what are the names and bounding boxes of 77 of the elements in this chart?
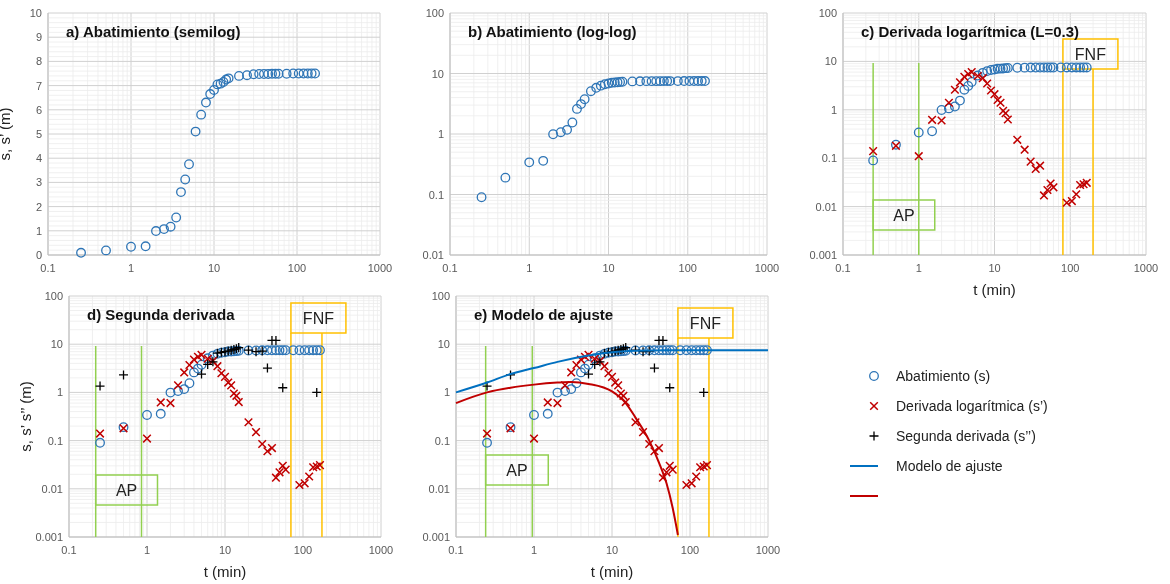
y-tick-label: 0.01 — [428, 482, 450, 495]
x-tick-label: 100 — [1061, 262, 1080, 274]
y-tick-label: 0.1 — [821, 152, 837, 165]
x-tick-label: 10 — [218, 544, 232, 556]
x-axis-title: t (min) — [590, 563, 634, 580]
x-tick-label: 1 — [127, 262, 135, 274]
ref-line-label: FNF — [302, 310, 335, 327]
x-tick-label: 1000 — [755, 544, 781, 556]
x-tick-label: 100 — [680, 544, 700, 556]
y-tick-label: 2 — [35, 200, 42, 213]
x-tick-label: 1000 — [368, 544, 394, 556]
x-tick-label: 10 — [207, 262, 221, 274]
x-tick-label: 100 — [678, 262, 697, 274]
x-tick-label: 1 — [915, 262, 922, 274]
y-tick-label: 1 — [35, 224, 42, 237]
y-tick-label: 0.1 — [47, 434, 63, 447]
y-tick-label: 0.1 — [428, 188, 444, 201]
y-tick-label: 0.001 — [422, 531, 450, 543]
text: c) Derivada logarítmica (L=0.3) — [861, 23, 1079, 40]
y-tick-label: 1 — [56, 386, 63, 399]
y-tick-label: 0.1 — [434, 434, 450, 447]
y-tick-label: 3 — [35, 176, 42, 189]
y-tick-label: 6 — [35, 103, 42, 116]
y-tick-label: 0.001 — [35, 531, 63, 543]
x-tick-label: 1 — [526, 262, 533, 274]
y-tick-label: 5 — [35, 128, 42, 140]
x-tick-label: 100 — [293, 544, 313, 556]
ref-line-label: AP — [115, 482, 138, 499]
y-tick-label: 8 — [35, 55, 42, 68]
x-tick-label: 10 — [605, 544, 619, 556]
y-tick-label: 9 — [35, 31, 42, 44]
y-tick-label: 10 — [824, 55, 837, 68]
y-tick-label: 1 — [830, 103, 837, 116]
text: a) Abatimiento (semilog) — [66, 23, 241, 40]
y-tick-label: 1 — [443, 386, 450, 399]
x-tick-label: 1000 — [1133, 262, 1159, 274]
x-tick-label: 1 — [530, 544, 538, 556]
y-tick-label: 0.01 — [815, 200, 837, 213]
legend-label: Modelo de ajuste — [896, 458, 1003, 474]
ref-line-label: FNF — [1074, 46, 1107, 63]
x-tick-label: 0.1 — [61, 544, 77, 556]
y-tick-label: 100 — [425, 7, 444, 19]
x-tick-label: 10 — [988, 262, 1001, 274]
x-tick-label: 10 — [602, 262, 615, 274]
x-tick-label: 100 — [287, 262, 307, 274]
legend-label: Derivada logarítmica (s’) — [896, 398, 1048, 414]
legend-label: Segunda derivada (s’’) — [896, 428, 1036, 444]
y-tick-label: 100 — [431, 290, 450, 302]
y-tick-label: 0.01 — [422, 249, 444, 261]
ref-line-label: AP — [893, 207, 915, 224]
y-tick-label: 10 — [437, 338, 450, 351]
y-axis-title: s, s’ (m) — [0, 107, 13, 161]
y-tick-label: 1 — [437, 128, 444, 140]
x-tick-label: 0.1 — [835, 262, 851, 274]
y-tick-label: 10 — [50, 338, 63, 351]
x-axis-title: t (min) — [973, 281, 1016, 298]
x-axis-title: t (min) — [203, 563, 247, 580]
x-tick-label: 0.1 — [448, 544, 464, 556]
y-tick-label: 0.001 — [809, 249, 837, 261]
text: d) Segunda derivada — [87, 306, 236, 323]
text: b) Abatimiento (log-log) — [468, 23, 637, 40]
x-tick-label: 1 — [143, 544, 151, 556]
y-tick-label: 100 — [44, 290, 63, 302]
ref-line-label: AP — [506, 462, 528, 479]
y-tick-label: 4 — [35, 152, 42, 165]
y-tick-label: 0 — [35, 249, 42, 261]
x-tick-label: 1000 — [754, 262, 780, 274]
text: e) Modelo de ajuste — [474, 306, 614, 323]
y-axis-title: s, s’ s’’ (m) — [17, 381, 34, 452]
y-tick-label: 7 — [35, 79, 42, 92]
x-tick-label: 1000 — [367, 262, 393, 274]
y-tick-label: 100 — [818, 7, 837, 19]
y-tick-label: 10 — [29, 7, 42, 19]
y-tick-label: 10 — [431, 67, 444, 80]
y-tick-label: 0.01 — [41, 482, 63, 495]
legend-label: Abatimiento (s) — [896, 368, 991, 384]
ref-line-label: FNF — [689, 315, 722, 332]
